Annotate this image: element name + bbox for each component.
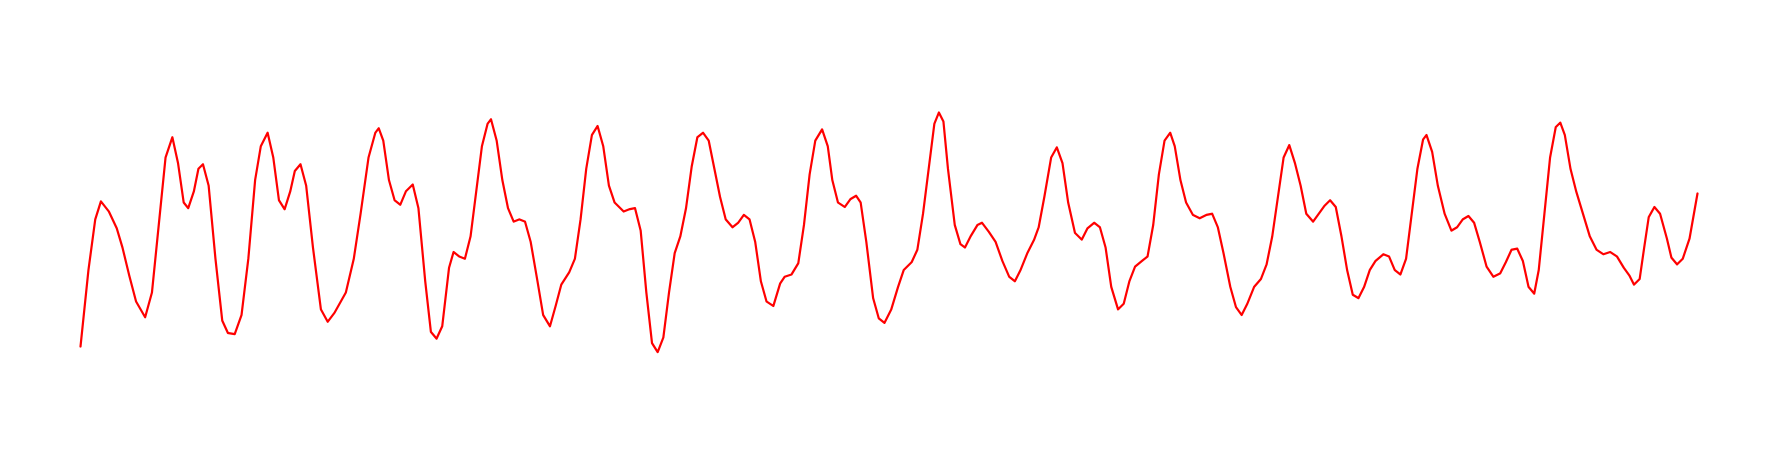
line-series bbox=[79, 111, 1699, 354]
